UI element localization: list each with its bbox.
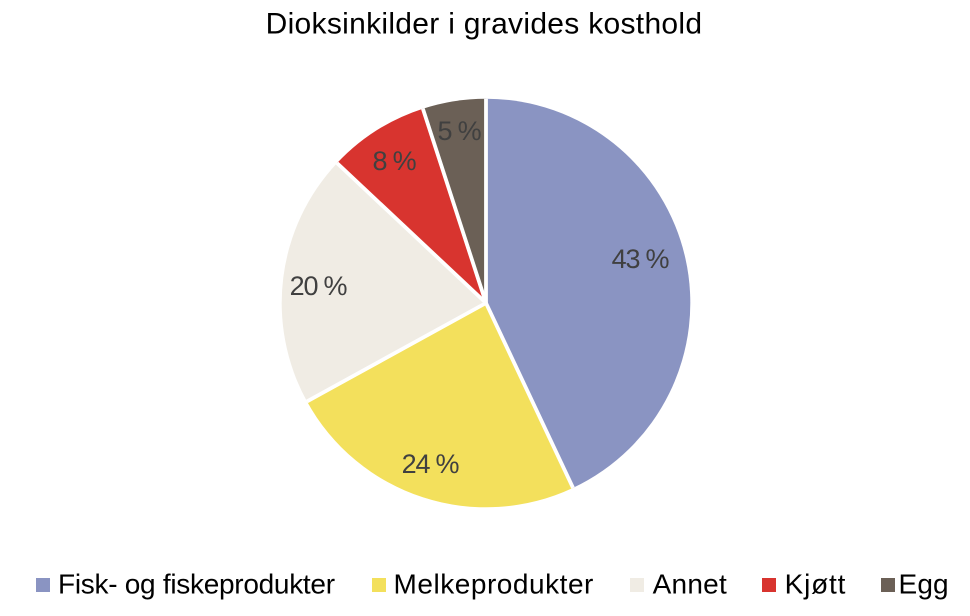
svg-text:8 %: 8 %: [373, 146, 417, 176]
svg-text:Melkeprodukter: Melkeprodukter: [394, 569, 594, 600]
svg-text:Annet: Annet: [653, 569, 727, 600]
svg-text:Kjøtt: Kjøtt: [785, 569, 847, 600]
svg-text:5 %: 5 %: [438, 116, 482, 146]
svg-text:Fisk- og fiskeprodukter: Fisk- og fiskeprodukter: [58, 569, 335, 600]
svg-text:Dioksinkilder i gravides kosth: Dioksinkilder i gravides kosthold: [266, 8, 703, 41]
svg-text:20 %: 20 %: [290, 271, 348, 301]
svg-text:Egg: Egg: [899, 569, 949, 600]
svg-text:43 %: 43 %: [612, 244, 670, 274]
svg-text:24 %: 24 %: [402, 449, 460, 479]
